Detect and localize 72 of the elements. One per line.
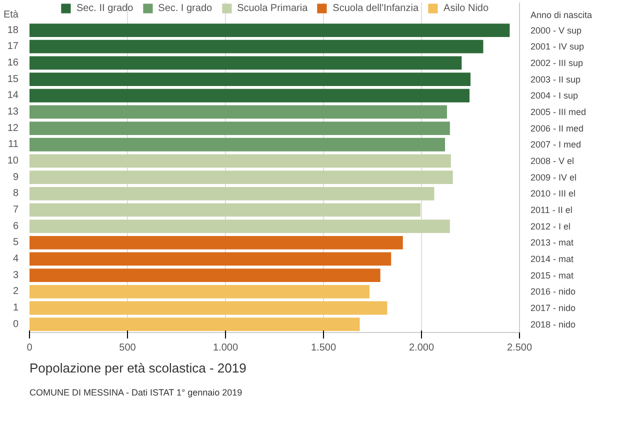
y-tick-label: 1	[12, 302, 19, 314]
y-tick-label: 17	[7, 41, 19, 52]
y-tick-label: 2	[12, 286, 19, 298]
y-tick-label: 0	[12, 318, 19, 330]
x-tick-label: 1.000	[212, 342, 238, 354]
y-axis-title: Età	[3, 9, 19, 20]
y2-tick-label: 2012 - I el	[530, 221, 571, 232]
y-tick-label: 14	[7, 90, 19, 102]
bar	[30, 186, 434, 200]
legend-label: Sec. II grado	[76, 2, 134, 14]
y-tick-label: 18	[7, 24, 19, 36]
legend-label: Scuola Primaria	[237, 2, 308, 14]
y-tick-label: 4	[12, 253, 19, 264]
bar	[30, 170, 453, 184]
x-tick-label: 2.500	[506, 342, 532, 354]
legend-label: Asilo Nido	[444, 2, 489, 14]
y-tick-label: 11	[8, 139, 19, 150]
y2-tick-label: 2011 - II el	[530, 204, 572, 215]
bar	[30, 236, 403, 250]
bar	[30, 138, 446, 152]
text: Popolazione per età scolastica - 2019	[30, 360, 246, 376]
legend-label: Scuola dell'Infanzia	[332, 2, 419, 14]
y2-tick-label: 2006 - II med	[530, 123, 584, 134]
x-tick-label: 0	[26, 342, 33, 354]
y-tick-label: 5	[12, 237, 19, 248]
y2-tick-label: 2009 - IV el	[530, 172, 577, 182]
bar	[30, 40, 484, 54]
bar	[30, 88, 470, 102]
y-tick-label: 12	[7, 122, 19, 134]
bar	[30, 220, 450, 234]
bar	[30, 284, 370, 298]
y2-tick-label: 2015 - mat	[530, 270, 574, 280]
bar	[30, 268, 380, 282]
bar	[30, 154, 451, 168]
y-tick-label: 6	[12, 220, 19, 232]
y2-tick-label: 2001 - IV sup	[530, 42, 584, 52]
y2-tick-label: 2008 - V el	[530, 156, 574, 166]
bar	[30, 301, 388, 315]
y2-tick-label: 2002 - III sup	[530, 58, 584, 68]
y-tick-label: 13	[7, 106, 19, 118]
y-tick-label: 15	[7, 74, 19, 85]
bar	[30, 72, 470, 86]
y2-tick-label: 2017 - nido	[530, 302, 576, 313]
bar	[30, 105, 447, 119]
y2-tick-label: 2003 - II sup	[530, 74, 581, 84]
x-tick-label: 1.500	[310, 342, 336, 354]
y2-tick-label: 2014 - mat	[530, 254, 574, 264]
y2-tick-label: 2018 - nido	[530, 319, 576, 330]
y2-tick-label: 2000 - V sup	[530, 25, 582, 36]
bar	[30, 24, 510, 37]
bar	[30, 122, 450, 135]
y2-tick-label: 2005 - III med	[530, 106, 586, 117]
bar	[30, 318, 360, 332]
y2-axis-title: Anno di nascita	[530, 10, 592, 20]
bar	[30, 56, 462, 70]
y-tick-label: 9	[12, 172, 19, 183]
y-tick-label: 7	[12, 204, 19, 216]
y2-tick-label: 2010 - III el	[530, 188, 576, 199]
y-tick-label: 8	[12, 188, 19, 200]
y2-tick-label: 2004 - I sup	[530, 90, 578, 101]
y-tick-label: 3	[12, 270, 19, 281]
text: COMUNE DI MESSINA - Dati ISTAT 1° gennaio 2019	[30, 388, 242, 398]
x-tick-label: 500	[119, 342, 136, 354]
y2-tick-label: 2007 - I med	[530, 140, 582, 150]
y2-tick-label: 2016 - nido	[530, 286, 576, 297]
x-tick-label: 2.000	[408, 342, 434, 354]
y-tick-label: 16	[7, 57, 19, 68]
bar	[30, 252, 392, 266]
y-tick-label: 10	[7, 155, 19, 166]
y2-tick-label: 2013 - mat	[530, 238, 574, 248]
bar	[30, 203, 421, 217]
legend-label: Sec. I grado	[158, 2, 212, 14]
